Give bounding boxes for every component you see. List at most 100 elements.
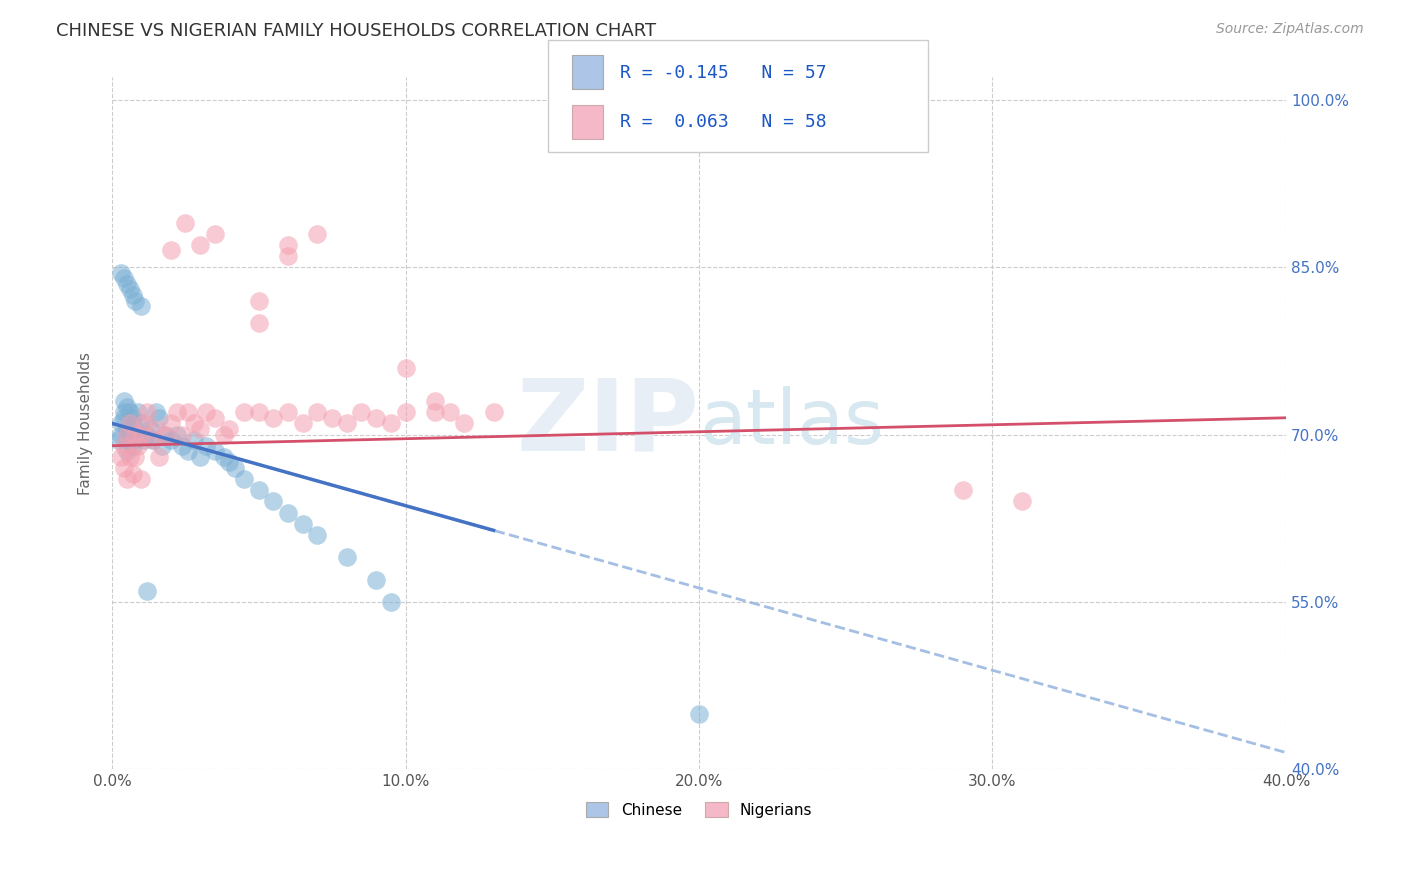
Point: [112, 439, 135, 453]
Point: [277, 249, 299, 263]
Point: [107, 433, 129, 447]
Point: [204, 410, 226, 425]
Point: [439, 405, 461, 419]
Point: [134, 433, 156, 447]
Point: [115, 422, 138, 436]
Point: [166, 405, 188, 419]
Point: [218, 455, 240, 469]
Point: [366, 573, 388, 587]
Point: [277, 237, 299, 252]
Point: [262, 410, 284, 425]
Point: [188, 422, 211, 436]
Point: [112, 405, 135, 419]
Point: [212, 427, 235, 442]
Point: [115, 427, 138, 442]
Point: [247, 405, 270, 419]
Point: [121, 288, 143, 302]
Point: [380, 595, 402, 609]
Point: [166, 427, 188, 442]
Point: [110, 266, 132, 280]
Point: [277, 506, 299, 520]
Point: [177, 444, 200, 458]
Text: R = -0.145   N = 57: R = -0.145 N = 57: [620, 64, 827, 82]
Point: [247, 483, 270, 498]
Point: [124, 293, 146, 308]
Point: [124, 450, 146, 464]
Point: [204, 444, 226, 458]
Text: Source: ZipAtlas.com: Source: ZipAtlas.com: [1216, 22, 1364, 37]
Text: ZIP: ZIP: [516, 375, 699, 472]
Point: [423, 394, 446, 409]
Point: [218, 422, 240, 436]
Point: [145, 422, 167, 436]
Point: [194, 439, 217, 453]
Point: [482, 405, 505, 419]
Point: [148, 450, 170, 464]
Point: [172, 427, 194, 442]
Point: [115, 277, 138, 291]
Point: [121, 439, 143, 453]
Point: [224, 461, 246, 475]
Point: [121, 467, 143, 481]
Point: [172, 439, 194, 453]
Point: [366, 410, 388, 425]
Point: [380, 417, 402, 431]
Point: [118, 450, 141, 464]
Point: [121, 410, 143, 425]
Point: [134, 417, 156, 431]
Point: [453, 417, 475, 431]
Point: [307, 405, 329, 419]
Point: [350, 405, 373, 419]
Point: [118, 405, 141, 419]
Point: [115, 400, 138, 414]
Point: [131, 472, 153, 486]
Point: [174, 215, 197, 229]
Point: [233, 472, 256, 486]
Point: [131, 427, 153, 442]
Point: [291, 516, 314, 531]
Point: [127, 439, 149, 453]
Point: [247, 316, 270, 330]
Legend: Chinese, Nigerians: Chinese, Nigerians: [579, 796, 818, 824]
Point: [307, 528, 329, 542]
Point: [150, 439, 173, 453]
Point: [115, 444, 138, 458]
Point: [118, 283, 141, 297]
Point: [112, 271, 135, 285]
Y-axis label: Family Households: Family Households: [79, 351, 93, 495]
Point: [131, 299, 153, 313]
Text: CHINESE VS NIGERIAN FAMILY HOUSEHOLDS CORRELATION CHART: CHINESE VS NIGERIAN FAMILY HOUSEHOLDS CO…: [56, 22, 657, 40]
Point: [118, 417, 141, 431]
Point: [307, 227, 329, 241]
Point: [394, 360, 416, 375]
Point: [423, 405, 446, 419]
Point: [139, 422, 162, 436]
Point: [110, 427, 132, 442]
Point: [112, 461, 135, 475]
Point: [115, 433, 138, 447]
Point: [247, 293, 270, 308]
Point: [688, 706, 710, 721]
Point: [394, 405, 416, 419]
Point: [136, 405, 159, 419]
Point: [142, 433, 165, 447]
Point: [112, 410, 135, 425]
Point: [262, 494, 284, 508]
Point: [153, 427, 176, 442]
Point: [142, 433, 165, 447]
Point: [183, 433, 205, 447]
Text: R =  0.063   N = 58: R = 0.063 N = 58: [620, 112, 827, 130]
Point: [183, 417, 205, 431]
Point: [204, 227, 226, 241]
Text: atlas: atlas: [699, 386, 884, 460]
Point: [110, 417, 132, 431]
Point: [110, 450, 132, 464]
Point: [118, 417, 141, 431]
Point: [321, 410, 343, 425]
Point: [159, 244, 181, 258]
Point: [952, 483, 974, 498]
Point: [336, 417, 359, 431]
Point: [136, 427, 159, 442]
Point: [136, 583, 159, 598]
Point: [159, 433, 181, 447]
